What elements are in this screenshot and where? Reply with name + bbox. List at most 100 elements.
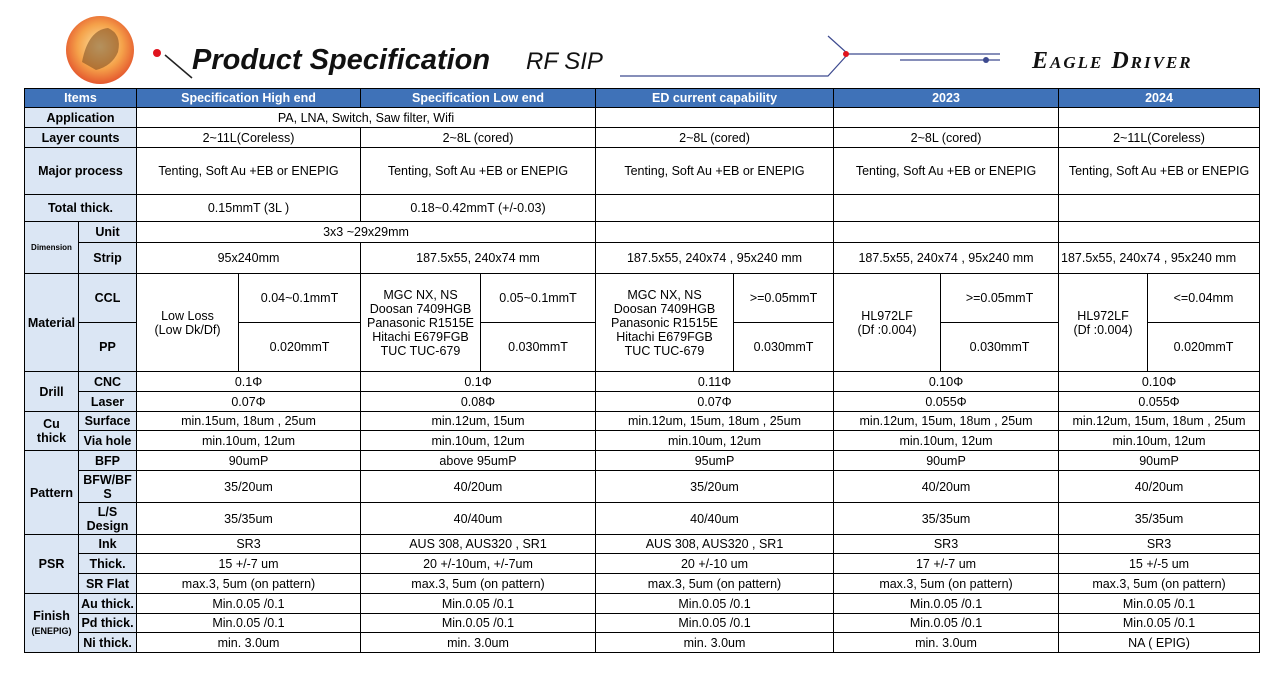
cell: >=0.05mmT xyxy=(940,273,1060,323)
cell: 0.030mmT xyxy=(940,322,1060,372)
cell: Tenting, Soft Au +EB or ENEPIG xyxy=(1058,147,1261,195)
row-label: Pd thick. xyxy=(78,613,137,633)
cell: 20 +/-10 um xyxy=(594,553,835,574)
cell: 95x240mm xyxy=(136,242,361,274)
row-label: Via hole xyxy=(78,430,137,451)
cell: 35/35um xyxy=(1058,502,1261,535)
cell: 2~11L(Coreless) xyxy=(1058,127,1261,148)
cell: 40/20um xyxy=(833,470,1060,503)
cell: 40/20um xyxy=(1058,470,1261,503)
cell: 0.020mmT xyxy=(238,322,361,372)
cell: 187.5x55, 240x74 , 95x240 mm xyxy=(594,242,835,274)
row-label: Pattern xyxy=(24,450,79,535)
cell: 35/20um xyxy=(594,470,835,503)
cell: 0.07Φ xyxy=(594,391,835,412)
cell: 40/40um xyxy=(360,502,596,535)
circuit-dot xyxy=(983,57,989,63)
row-label: Au thick. xyxy=(78,593,137,614)
cell: 35/35um xyxy=(833,502,1060,535)
row-label: L/S Design xyxy=(78,502,137,535)
deco-line xyxy=(164,54,193,79)
cell: 0.08Φ xyxy=(360,391,596,412)
cell: max.3, 5um (on pattern) xyxy=(833,573,1060,594)
cell: HL972LF (Df :0.004) xyxy=(833,273,942,372)
cell: 35/20um xyxy=(136,470,361,503)
cell: PA, LNA, Switch, Saw filter, Wifi xyxy=(136,107,596,128)
header: Product Specification RF SIP Eagle Drive… xyxy=(66,16,1191,84)
cell: Min.0.05 /0.1 xyxy=(360,613,596,633)
row-label: Ink xyxy=(78,534,137,554)
cell: 2~8L (cored) xyxy=(594,127,835,148)
cell: Min.0.05 /0.1 xyxy=(594,593,835,614)
row-label: Layer counts xyxy=(24,127,137,148)
cell: 187.5x55, 240x74 , 95x240 mm xyxy=(1058,242,1261,274)
cell: Min.0.05 /0.1 xyxy=(136,613,361,633)
row-label: Dimension xyxy=(24,221,79,274)
cell: above 95umP xyxy=(360,450,596,471)
cell: AUS 308, AUS320 , SR1 xyxy=(594,534,835,554)
cell: 0.055Φ xyxy=(1058,391,1261,412)
row-label: Ni thick. xyxy=(78,632,137,653)
cell xyxy=(594,194,835,222)
cell: Min.0.05 /0.1 xyxy=(594,613,835,633)
cell: 0.1Φ xyxy=(136,371,361,392)
cell: 2~8L (cored) xyxy=(360,127,596,148)
cell: NA ( EPIG) xyxy=(1058,632,1261,653)
row-label: Strip xyxy=(78,242,137,274)
row-label: Laser xyxy=(78,391,137,412)
cell xyxy=(594,107,835,128)
cell: MGC NX, NS Doosan 7409HGB Panasonic R151… xyxy=(595,273,734,372)
dot xyxy=(153,49,161,57)
cell: SR3 xyxy=(1058,534,1261,554)
cell: <=0.04mm xyxy=(1147,273,1261,323)
cell: min.12um, 15um xyxy=(360,411,596,431)
cell: Min.0.05 /0.1 xyxy=(136,593,361,614)
cell: (ENEPIG) xyxy=(31,625,72,636)
row-label: Surface xyxy=(78,411,137,431)
cell: Tenting, Soft Au +EB or ENEPIG xyxy=(594,147,835,195)
cell: 0.10Φ xyxy=(833,371,1060,392)
cell: Min.0.05 /0.1 xyxy=(360,593,596,614)
column-header: Specification Low end xyxy=(360,88,596,108)
cell xyxy=(1058,221,1261,243)
cell: 90umP xyxy=(136,450,361,471)
cell: 0.11Φ xyxy=(594,371,835,392)
cell: min.10um, 12um xyxy=(360,430,596,451)
cell xyxy=(833,194,1060,222)
cell: max.3, 5um (on pattern) xyxy=(1058,573,1261,594)
cell: min.10um, 12um xyxy=(833,430,1060,451)
logo-eagle xyxy=(82,28,119,70)
cell: SR3 xyxy=(833,534,1060,554)
cell: >=0.05mmT xyxy=(732,273,835,323)
cell: Min.0.05 /0.1 xyxy=(1058,613,1261,633)
cell: 15 +/-5 um xyxy=(1058,553,1261,574)
cell: 0.1Φ xyxy=(360,371,596,392)
cell xyxy=(594,221,835,243)
cell: Min.0.05 /0.1 xyxy=(833,593,1060,614)
cell: max.3, 5um (on pattern) xyxy=(360,573,596,594)
row-label: PP xyxy=(78,322,137,372)
cell xyxy=(833,107,1060,128)
cell: 0.055Φ xyxy=(833,391,1060,412)
row-label: Cu thick xyxy=(24,411,79,451)
row-label: Application xyxy=(24,107,137,128)
column-header: Specification High end xyxy=(136,88,361,108)
row-label: BFW/BFS xyxy=(78,470,137,503)
column-header: 2024 xyxy=(1058,88,1261,108)
cell: min. 3.0um xyxy=(360,632,596,653)
cell: Min.0.05 /0.1 xyxy=(1058,593,1261,614)
cell: 187.5x55, 240x74 , 95x240 mm xyxy=(833,242,1060,274)
cell: 0.030mmT xyxy=(480,322,596,372)
cell: min.12um, 15um, 18um , 25um xyxy=(594,411,835,431)
row-label: CCL xyxy=(78,273,137,323)
cell: min. 3.0um xyxy=(833,632,1060,653)
subtitle: RF SIP xyxy=(526,48,603,75)
cell: min. 3.0um xyxy=(136,632,361,653)
cell xyxy=(1058,194,1261,222)
cell: min.12um, 15um, 18um , 25um xyxy=(1058,411,1261,431)
cell: Finish xyxy=(33,608,70,623)
cell: SR3 xyxy=(136,534,361,554)
cell: max.3, 5um (on pattern) xyxy=(594,573,835,594)
column-header: ED current capability xyxy=(594,88,835,108)
